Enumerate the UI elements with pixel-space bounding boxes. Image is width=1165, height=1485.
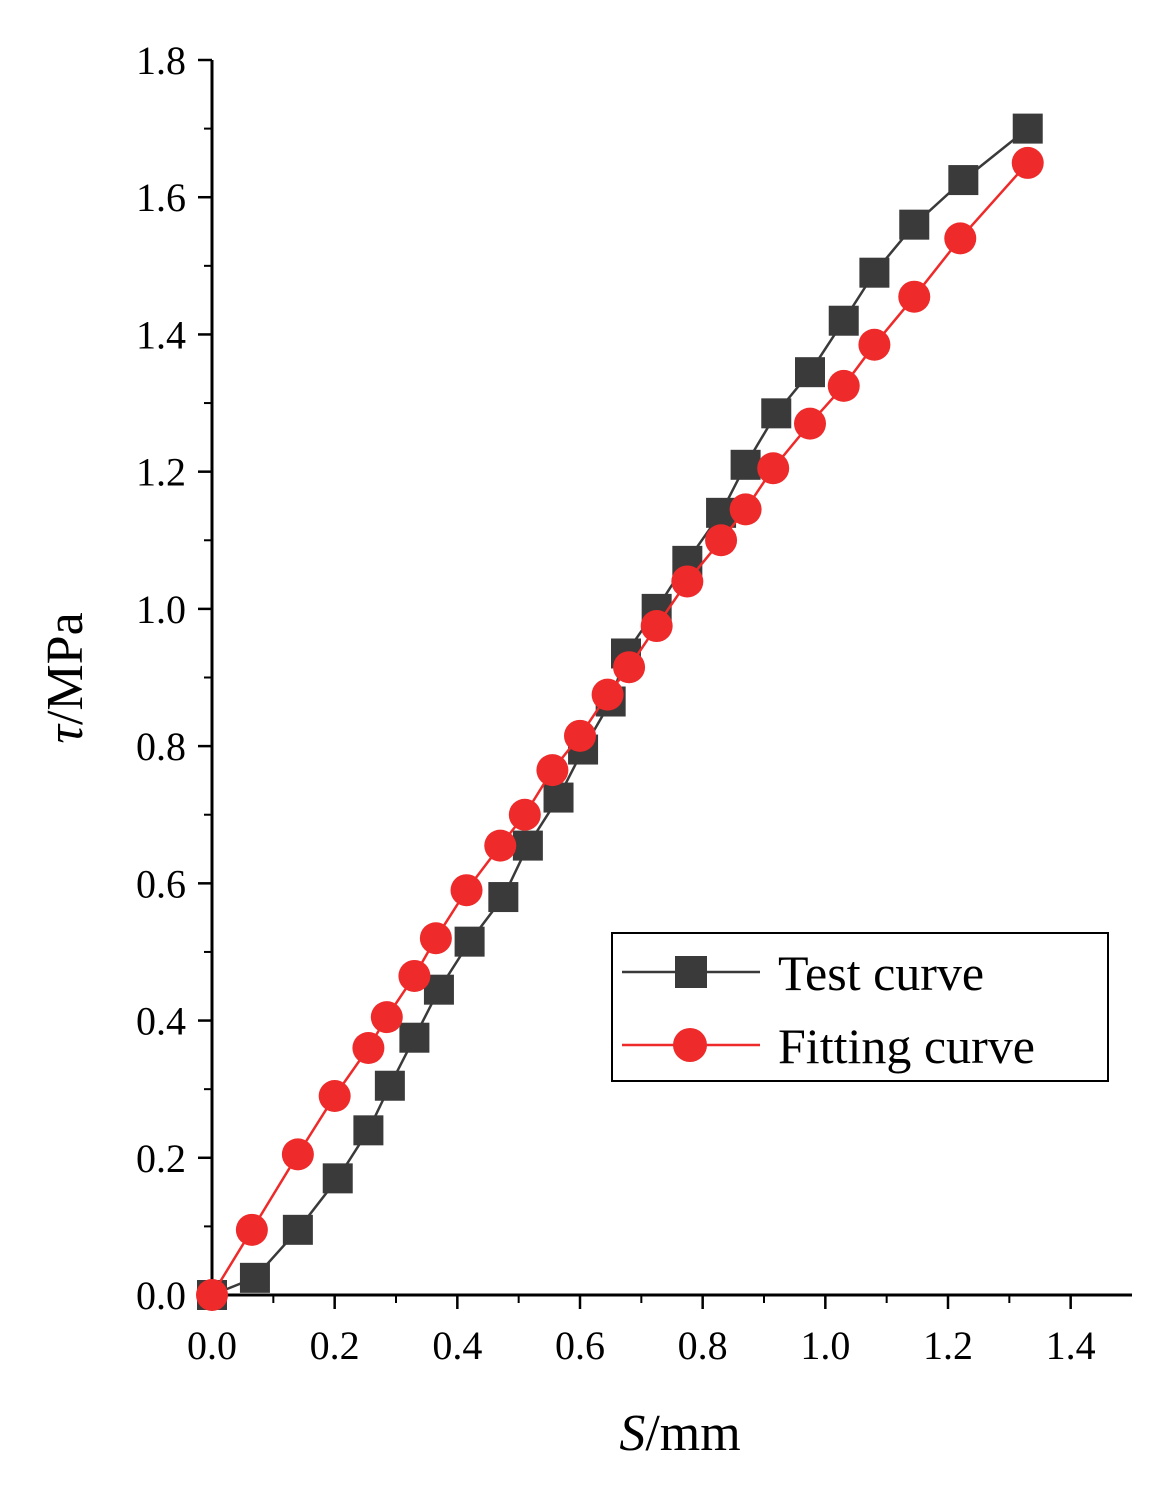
fitting-curve-point	[564, 719, 596, 752]
fitting-curve-point	[729, 493, 762, 526]
test-curve-point	[512, 830, 543, 861]
x-tick-label: 1.2	[923, 1323, 973, 1368]
x-tick-label: 0.4	[432, 1323, 482, 1368]
fitting-curve-point	[794, 407, 826, 440]
y-axis-label: τ/MPa	[37, 612, 94, 743]
fitting-curve-point	[591, 678, 624, 711]
test-curve-point	[859, 257, 890, 288]
y-ticks: 0.0 0.2 0.4 0.6 0.8 1.0 1.2 1.4 1.6 1.8	[136, 38, 212, 1318]
y-tick-label: 0.8	[136, 724, 186, 769]
y-tick-label: 0.2	[136, 1136, 186, 1181]
test-curve-point	[374, 1070, 405, 1101]
legend: Test curve Fitting curve	[611, 932, 1109, 1082]
test-curve-point	[899, 209, 930, 240]
test-curve-point	[454, 926, 485, 957]
test-curve-point	[543, 782, 574, 813]
fitting-curve-point	[1011, 146, 1044, 179]
test-curve-point	[761, 398, 792, 429]
x-tick-label: 0.6	[555, 1323, 605, 1368]
fitting-curve-point	[352, 1032, 385, 1064]
fitting-curve-line	[210, 162, 1029, 1296]
fitting-curve-point	[858, 328, 891, 361]
fitting-curve-point	[757, 452, 790, 485]
y-tick-label: 1.8	[136, 38, 186, 83]
test-curve-point	[239, 1262, 270, 1293]
test-curve-point	[1012, 113, 1043, 144]
x-tick-label: 0.0	[187, 1323, 237, 1368]
y-tick-label: 0.4	[136, 999, 186, 1044]
fitting-curve-point	[398, 959, 431, 992]
plot-series	[196, 113, 1044, 1311]
fitting-curve-point	[944, 222, 977, 255]
x-tick-label: 1.4	[1046, 1323, 1096, 1368]
fitting-curve-point	[235, 1213, 268, 1246]
series-fitting-curve	[196, 146, 1044, 1311]
test-curve-point	[795, 357, 825, 388]
test-curve-point	[730, 449, 761, 480]
fitting-curve-point	[450, 874, 483, 907]
fitting-curve-point	[508, 798, 541, 831]
test-curve-point	[488, 882, 519, 913]
fitting-curve-point	[536, 754, 569, 787]
test-curve-point	[828, 305, 859, 336]
y-tick-label: 0.0	[136, 1273, 186, 1318]
x-tick-label: 0.8	[678, 1323, 728, 1368]
y-tick-label: 1.6	[136, 175, 186, 220]
legend-test-marker	[675, 956, 707, 988]
fitting-curve-point	[705, 524, 738, 557]
fitting-curve-point	[318, 1080, 351, 1113]
fitting-curve-point	[419, 922, 452, 955]
test-curve-point	[399, 1022, 430, 1053]
fitting-curve-point	[898, 280, 931, 313]
y-tick-label: 1.2	[136, 450, 186, 495]
y-tick-label: 1.0	[136, 587, 186, 632]
fitting-curve-point	[281, 1138, 314, 1171]
y-tick-label: 0.6	[136, 861, 186, 906]
axes	[210, 60, 1132, 1297]
fitting-curve-point	[827, 369, 860, 402]
test-curve-point	[282, 1214, 313, 1245]
fitting-curve-point	[613, 651, 646, 684]
x-ticks: 0.0 0.2 0.4 0.6 0.8 1.0 1.2 1.4	[187, 1295, 1096, 1368]
y-tick-label: 1.4	[136, 312, 186, 357]
x-tick-label: 1.0	[800, 1323, 850, 1368]
test-curve-point	[948, 165, 979, 196]
fitting-curve-point	[484, 829, 517, 862]
test-curve-point	[322, 1163, 353, 1194]
fitting-curve-point	[370, 1001, 403, 1034]
fitting-curve-point	[196, 1279, 228, 1311]
test-curve-point	[353, 1115, 384, 1146]
x-axis-label: S/mm	[619, 1405, 740, 1462]
legend-fit-marker	[673, 1028, 707, 1062]
x-tick-label: 0.2	[310, 1323, 360, 1368]
legend-fit-label: Fitting curve	[778, 1018, 1035, 1074]
fitting-curve-point	[671, 565, 704, 598]
fitting-curve-point	[640, 610, 673, 643]
legend-test-label: Test curve	[778, 945, 984, 1001]
